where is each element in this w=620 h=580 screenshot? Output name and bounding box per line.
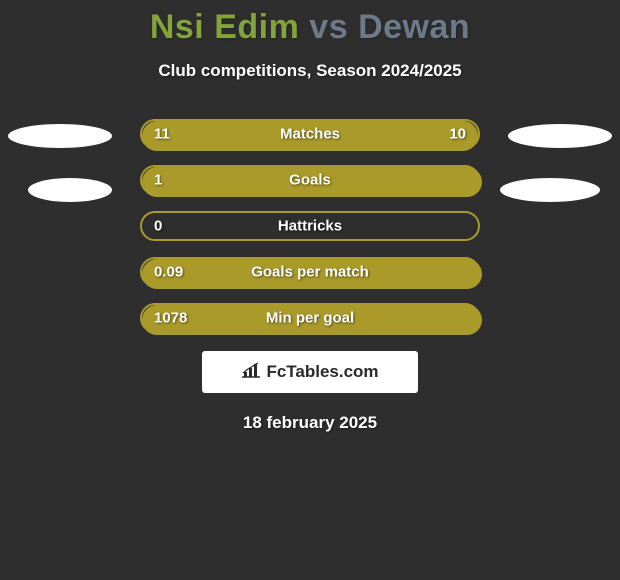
stat-label: Hattricks xyxy=(278,218,342,235)
comparison-card: Nsi Edim vs Dewan Club competitions, Sea… xyxy=(0,0,620,580)
vs-label: vs xyxy=(309,8,348,46)
stat-row: 0.09 Goals per match xyxy=(0,257,620,287)
date: 18 february 2025 xyxy=(0,413,620,433)
brand: FcTables.com xyxy=(241,362,378,383)
stat-row: 0 Hattricks xyxy=(0,211,620,241)
subtitle: Club competitions, Season 2024/2025 xyxy=(0,61,620,81)
barchart-icon xyxy=(241,362,261,383)
decorative-ellipse xyxy=(8,124,112,148)
bar-track: 0 Hattricks xyxy=(140,211,480,241)
brand-text: FcTables.com xyxy=(266,362,378,382)
stat-row: 1078 Min per goal xyxy=(0,303,620,333)
bar-track: 1078 Min per goal xyxy=(140,303,480,333)
bar-track: 1 Goals xyxy=(140,165,480,195)
player1-name: Nsi Edim xyxy=(150,8,299,46)
title: Nsi Edim vs Dewan xyxy=(0,0,620,47)
right-value: 10 xyxy=(449,126,466,143)
decorative-ellipse xyxy=(500,178,600,202)
player2-name: Dewan xyxy=(358,8,470,46)
stat-label: Min per goal xyxy=(266,310,354,327)
decorative-ellipse xyxy=(28,178,112,202)
stat-label: Matches xyxy=(280,126,340,143)
brand-box: FcTables.com xyxy=(202,351,418,393)
left-value: 11 xyxy=(154,126,170,143)
stat-label: Goals xyxy=(289,172,331,189)
bar-track: 0.09 Goals per match xyxy=(140,257,480,287)
chart-area: 11 10 Matches 1 Goals 0 Hattricks 0.09 Goals per… xyxy=(0,119,620,333)
left-value: 1078 xyxy=(154,310,187,327)
left-value: 0.09 xyxy=(154,264,183,281)
left-value: 1 xyxy=(154,172,162,189)
decorative-ellipse xyxy=(508,124,612,148)
left-value: 0 xyxy=(154,218,162,235)
bar-track: 11 10 Matches xyxy=(140,119,480,149)
stat-label: Goals per match xyxy=(251,264,369,281)
